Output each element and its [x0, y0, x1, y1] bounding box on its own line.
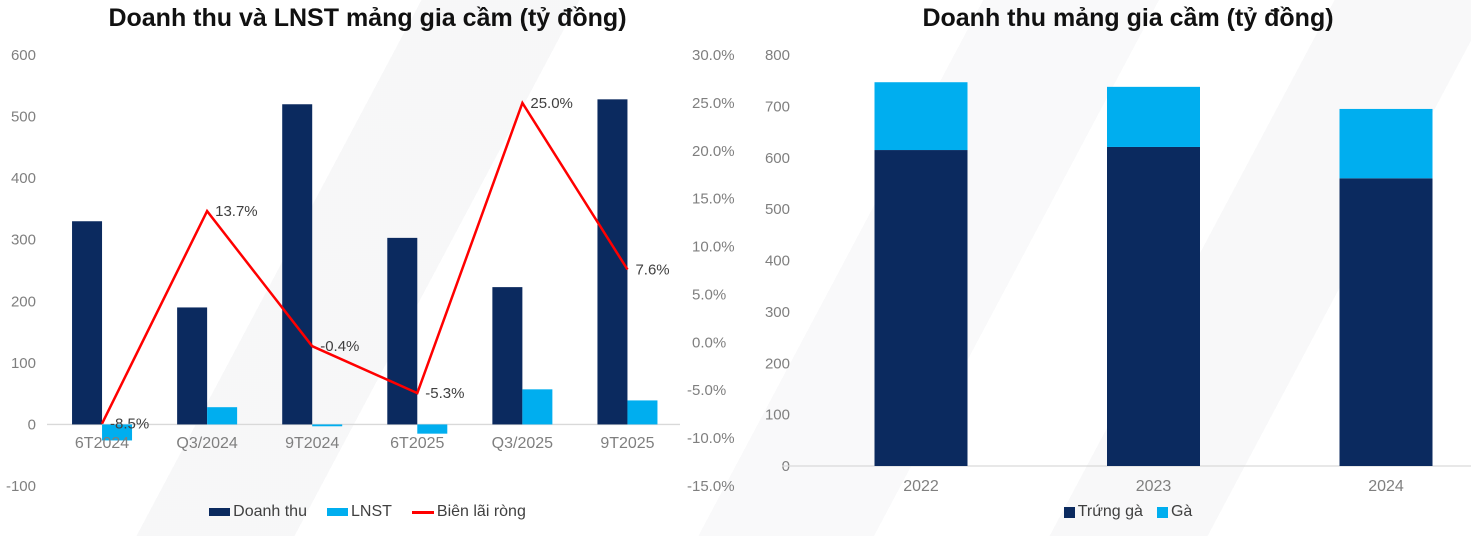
legend-item-trứng-gà: Trứng gà [1063, 503, 1143, 521]
stack-bar-trung-ga-2022 [874, 150, 968, 466]
bar-lnst-9T2025 [627, 400, 658, 425]
legend-label: LNST [350, 503, 392, 520]
legend-item-biên-lãi-ròng: Biên lãi ròng [411, 503, 526, 521]
left-axis-tick-label: 600 [11, 47, 36, 64]
line-point-label: -8.5% [110, 416, 149, 433]
x-axis-label: 2022 [903, 478, 939, 495]
legend-left: Doanh thu LNST Biên lãi ròng [0, 503, 735, 521]
legend-item-gà: Gà [1156, 503, 1193, 521]
left-axis-tick-label: 300 [11, 232, 36, 249]
line-point-label: 25.0% [530, 95, 573, 112]
stack-bar-ga-2024 [1339, 108, 1433, 179]
pct-axis-tick-label: 0.0% [692, 334, 726, 351]
legend-swatch-bar [326, 508, 348, 516]
bar-lnst-6T2025 [417, 424, 448, 434]
pct-axis-tick-label: 10.0% [692, 239, 735, 256]
stack-bar-trung-ga-2023 [1107, 146, 1200, 466]
pct-axis-tick-label: -5.0% [687, 382, 726, 399]
chart-title-left: Doanh thu và LNST mảng gia cầm (tỷ đồng) [108, 4, 627, 32]
bar-doanh-thu-6T2025 [387, 237, 418, 425]
y-axis-tick-label: 400 [765, 253, 790, 270]
line-point-label: -5.3% [425, 385, 464, 402]
left-axis-tick-label: 400 [11, 170, 36, 187]
chart-title-right: Doanh thu mảng gia cầm (tỷ đồng) [922, 4, 1334, 32]
left-axis-tick-label: 200 [11, 293, 36, 310]
left-axis-tick-label: 0 [28, 416, 36, 433]
legend-label: Gà [1170, 503, 1193, 520]
y-axis-tick-label: 100 [765, 407, 790, 424]
pct-axis-tick-label: 15.0% [692, 191, 735, 208]
legend-swatch-line [411, 510, 434, 514]
x-axis-label: Q3/2024 [176, 435, 237, 452]
bar-doanh-thu-9T2024 [282, 104, 313, 425]
legend-item-doanh-thu: Doanh thu [209, 503, 307, 521]
chart-panel-revenue-lnst: Doanh thu và LNST mảng gia cầm (tỷ đồng)… [0, 0, 735, 536]
legend-label: Trứng gà [1077, 503, 1143, 520]
y-axis-tick-label: 800 [765, 47, 790, 64]
y-axis-tick-label: 300 [765, 304, 790, 321]
x-axis-label: 2023 [1136, 478, 1172, 495]
pct-axis-tick-label: -15.0% [687, 478, 735, 495]
legend-label: Biên lãi ròng [436, 503, 526, 520]
bar-doanh-thu-6T2024 [72, 221, 103, 425]
pct-axis-tick-label: 5.0% [692, 286, 726, 303]
line-point-label: 7.6% [635, 262, 669, 279]
y-axis-tick-label: 600 [765, 150, 790, 167]
stack-bar-ga-2022 [874, 82, 968, 151]
line-point-label: -0.4% [320, 338, 359, 355]
legend-swatch-square [1063, 506, 1075, 518]
legend-label: Doanh thu [233, 503, 307, 520]
legend-right: Trứng gà Gà [735, 503, 1471, 521]
pct-axis-tick-label: 25.0% [692, 95, 735, 112]
x-axis-label: 9T2025 [600, 435, 654, 452]
left-axis-tick-label: 500 [11, 109, 36, 126]
bar-doanh-thu-Q3/2024 [177, 307, 208, 425]
stack-bar-trung-ga-2024 [1339, 178, 1433, 467]
y-axis-tick-label: 700 [765, 98, 790, 115]
bar-lnst-Q3/2025 [522, 389, 553, 425]
left-axis-tick-label: -100 [6, 478, 36, 495]
x-axis-label: 2024 [1368, 478, 1404, 495]
stack-bar-ga-2023 [1107, 86, 1200, 147]
combo-chart-plot: 600 500 400 300 200 100 0 -100 30.0% 25.0% 20.0% 15… [6, 47, 735, 495]
y-axis-tick-label: 500 [765, 201, 790, 218]
legend-swatch-bar [209, 508, 231, 516]
bar-doanh-thu-Q3/2025 [492, 287, 523, 425]
y-axis-tick-label: 200 [765, 355, 790, 372]
stacked-bar-chart-plot: 8007006005004003002001000202220232024 [765, 47, 1471, 495]
x-axis-label: 6T2024 [75, 435, 129, 452]
chart-panel-revenue-split: Doanh thu mảng gia cầm (tỷ đồng) 800 700 6… [735, 0, 1471, 536]
x-axis-label: Q3/2025 [492, 435, 553, 452]
net-margin-line [100, 100, 629, 425]
bar-lnst-Q3/2024 [207, 407, 238, 425]
bar-lnst-9T2024 [312, 424, 343, 427]
x-axis-label: 9T2024 [285, 435, 339, 452]
pct-axis-tick-label: -10.0% [687, 430, 735, 447]
pct-axis-tick-label: 30.0% [692, 47, 735, 64]
bar-lnst-6T2024 [102, 424, 133, 441]
line-point-label: 13.7% [215, 203, 258, 220]
legend-item-lnst: LNST [326, 503, 392, 521]
pct-axis-tick-label: 20.0% [692, 143, 735, 160]
legend-swatch-square [1156, 506, 1168, 518]
left-axis-tick-label: 100 [11, 355, 36, 372]
x-axis-label: 6T2025 [390, 435, 444, 452]
